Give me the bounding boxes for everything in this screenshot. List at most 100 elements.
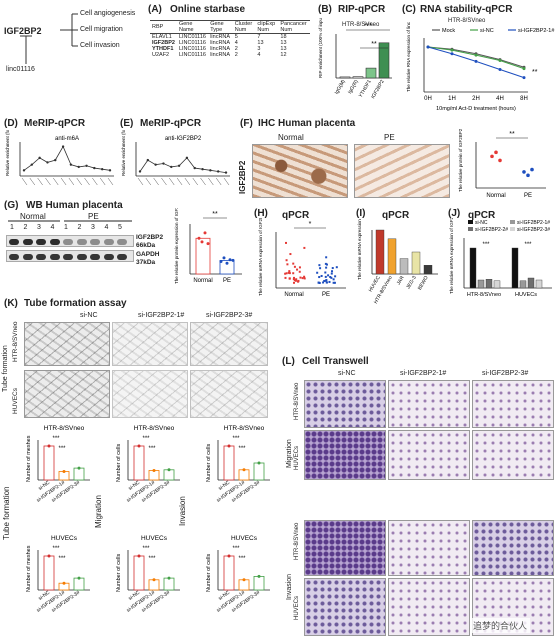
bar bbox=[238, 579, 250, 591]
data-point bbox=[325, 263, 328, 266]
x-tick bbox=[29, 177, 36, 186]
chart-d: anti-m6A Relative enrichment (fold change… bbox=[5, 130, 114, 186]
sig-label: ** bbox=[532, 69, 538, 76]
data-point bbox=[93, 166, 96, 170]
data-point bbox=[177, 164, 181, 167]
data-point bbox=[284, 272, 287, 275]
chart-c: 0H 1H 2H 4H 8H Mock si-NC si-IGF2BP2-1# ** 10mg/m… bbox=[406, 22, 555, 112]
bar bbox=[399, 258, 409, 275]
x-tick bbox=[215, 177, 222, 186]
bar bbox=[423, 265, 433, 275]
data-point bbox=[257, 574, 261, 578]
data-point bbox=[292, 262, 295, 265]
sig-label: ** bbox=[212, 211, 218, 218]
panel-a-title: Online starbase bbox=[170, 4, 246, 15]
data-point bbox=[292, 272, 295, 275]
panel-c-title: RNA stability-qPCR bbox=[420, 4, 513, 15]
panel-j-letter: (J) bbox=[448, 208, 461, 219]
panel-e-title: MeRIP-qPCR bbox=[140, 118, 202, 129]
inner-title: anti-IGF2BP2 bbox=[165, 136, 202, 142]
y-label: The relative mRNA expression of IGF2BP2 … bbox=[449, 218, 454, 294]
data-point bbox=[206, 242, 210, 246]
tick-label: PE bbox=[524, 193, 532, 199]
quant-bottom: HUVECssi-NCsi-IGF2BP2-1#si-IGF2BP2-3#***… bbox=[26, 535, 270, 614]
data-point bbox=[285, 272, 288, 275]
table-row: ELAVL1 LINC01116 lincRNA 5 7 18 bbox=[150, 34, 310, 40]
tick-label: JAR bbox=[396, 275, 406, 287]
wb-band bbox=[103, 239, 114, 245]
cell: 12 bbox=[280, 52, 287, 58]
panel-k-title: Tube formation assay bbox=[24, 298, 127, 309]
cell: IGF2BP2 bbox=[152, 40, 175, 46]
cell: U2AF2 bbox=[152, 52, 170, 58]
data-point bbox=[77, 165, 80, 169]
tick-label: PE bbox=[223, 278, 231, 284]
data-point bbox=[38, 156, 41, 160]
panel-h-letter: (H) bbox=[254, 208, 268, 219]
data-point bbox=[324, 275, 327, 278]
cell: 2 bbox=[234, 46, 238, 52]
panel-c-letter: (C) bbox=[402, 4, 416, 15]
wb-band bbox=[90, 254, 100, 260]
data-point bbox=[331, 267, 334, 270]
bar bbox=[43, 445, 55, 481]
data-point bbox=[318, 264, 321, 267]
bar bbox=[411, 251, 421, 275]
chart-f: Normal PE ** The relative protein of IGF2BP… bbox=[458, 128, 546, 199]
tw-inv-htr-si1 bbox=[388, 520, 470, 576]
legend-swatch bbox=[468, 227, 473, 231]
data-point bbox=[498, 59, 502, 62]
tube-htr-si1 bbox=[112, 322, 188, 366]
bar bbox=[148, 579, 160, 591]
data-point bbox=[293, 281, 296, 284]
tick-label: 2H bbox=[472, 96, 480, 102]
data-point bbox=[152, 468, 156, 472]
y-label: Number of cells bbox=[116, 444, 122, 482]
y-label: The relative RNA expression of linc01116… bbox=[406, 22, 411, 92]
lane-number: 1 bbox=[10, 224, 14, 231]
data-point bbox=[335, 266, 338, 269]
sig-label: *** bbox=[52, 436, 60, 442]
l-col-1: si-NC bbox=[338, 370, 356, 377]
bar bbox=[43, 555, 55, 591]
k-row-1: HTR-8/SVneo bbox=[12, 321, 19, 362]
k-col-1: si-NC bbox=[80, 312, 98, 319]
cell: 13 bbox=[280, 46, 287, 52]
cell: 13 bbox=[280, 40, 287, 46]
legend-entry: si-NC bbox=[480, 28, 494, 34]
wb-pe-label: PE bbox=[88, 212, 99, 221]
data-point bbox=[170, 165, 173, 169]
k-row-main: Tube formation bbox=[2, 345, 9, 392]
group-title: HUVECs bbox=[51, 535, 78, 542]
data-point bbox=[209, 169, 212, 172]
wb-group-lines bbox=[8, 220, 132, 222]
tw-mig-htr-si1 bbox=[388, 380, 470, 428]
legend-entry: si-NC bbox=[475, 220, 488, 226]
sig-label: *** bbox=[238, 556, 246, 562]
data-point bbox=[77, 576, 81, 580]
sig-label: *** bbox=[52, 546, 60, 552]
data-point bbox=[216, 170, 220, 173]
chart-e: anti-IGF2BP2 Relative enrichment (fold ch… bbox=[121, 130, 230, 186]
x-tick bbox=[145, 177, 152, 186]
ihc-pe-image bbox=[354, 144, 450, 198]
tick-label: 4H bbox=[496, 96, 504, 102]
data-point bbox=[288, 270, 291, 273]
wb-band bbox=[36, 254, 46, 260]
table-row: U2AF2 LINC01116 lincRNA 2 4 12 bbox=[150, 52, 310, 58]
data-point bbox=[285, 259, 288, 262]
bar bbox=[133, 555, 145, 591]
data-point bbox=[328, 280, 331, 283]
wb-gapdh-blot bbox=[6, 250, 134, 262]
data-point bbox=[293, 265, 296, 268]
group-title: HTR-8/SVneo bbox=[134, 425, 175, 432]
cell: lincRNA bbox=[210, 34, 231, 40]
data-point bbox=[450, 52, 454, 56]
x-tick bbox=[176, 177, 183, 186]
k-col-2: si-IGF2BP2-1# bbox=[138, 312, 185, 319]
data-point bbox=[222, 256, 226, 260]
l-section-mig: Migration bbox=[286, 439, 293, 468]
cell: lincRNA bbox=[210, 46, 231, 52]
wb-band2-label: GAPDH bbox=[136, 251, 160, 258]
